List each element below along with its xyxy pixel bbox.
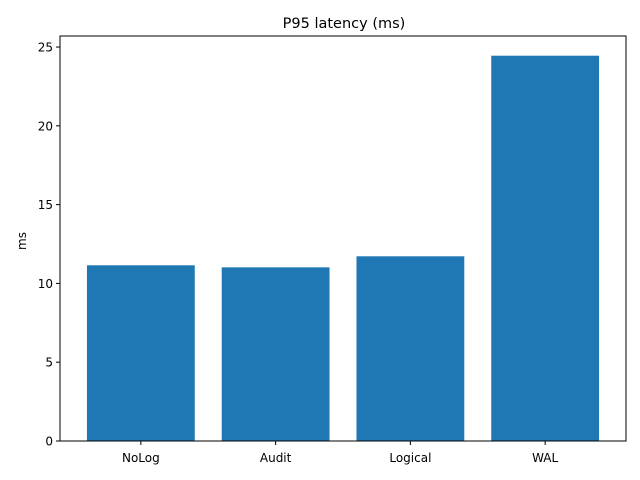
x-tick-label: WAL bbox=[532, 451, 558, 465]
chart-title: P95 latency (ms) bbox=[283, 16, 406, 32]
bar-nolog bbox=[86, 265, 195, 441]
y-tick-label: 0 bbox=[45, 435, 53, 449]
y-tick-label: 20 bbox=[38, 119, 53, 133]
y-tick-label: 5 bbox=[45, 356, 53, 370]
bar-logical bbox=[356, 256, 465, 441]
y-axis-label: ms bbox=[15, 232, 29, 250]
y-tick-label: 25 bbox=[38, 41, 53, 55]
y-tick-label: 15 bbox=[38, 198, 53, 212]
bar-audit bbox=[221, 267, 330, 441]
bar-wal bbox=[491, 55, 600, 441]
x-axis-ticks: NoLog Audit Logical WAL bbox=[122, 441, 559, 465]
y-tick-label: 10 bbox=[38, 277, 53, 291]
plot-frame bbox=[59, 35, 627, 442]
x-tick-label: Audit bbox=[260, 451, 292, 465]
y-axis-ticks: 0 5 10 15 20 25 bbox=[38, 41, 60, 449]
x-tick-label: NoLog bbox=[122, 451, 160, 465]
x-tick-label: Logical bbox=[389, 451, 431, 465]
bars-group bbox=[86, 55, 600, 441]
